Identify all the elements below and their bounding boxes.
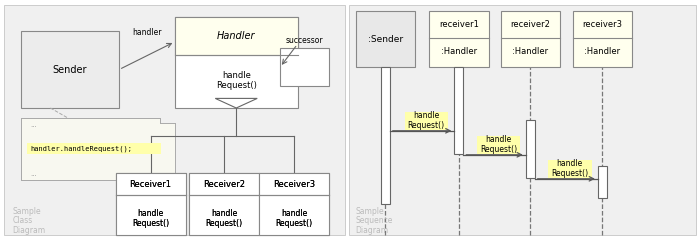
Text: :Handler: :Handler (584, 48, 620, 56)
Text: handle
Request(): handle Request() (132, 209, 169, 228)
FancyBboxPatch shape (349, 5, 696, 235)
Text: Receiver1: Receiver1 (130, 180, 172, 189)
Text: Sequence: Sequence (356, 216, 393, 225)
FancyBboxPatch shape (21, 118, 160, 180)
FancyBboxPatch shape (160, 123, 175, 180)
Text: handle
Request(): handle Request() (205, 209, 243, 228)
Text: ...: ... (30, 122, 37, 128)
Text: handle
Request(): handle Request() (551, 159, 589, 178)
Text: Receiver2: Receiver2 (203, 180, 245, 189)
FancyBboxPatch shape (405, 112, 448, 130)
Polygon shape (216, 98, 258, 108)
Text: Diagram: Diagram (13, 226, 46, 235)
Text: handle
Request(): handle Request() (216, 71, 257, 90)
FancyBboxPatch shape (189, 173, 259, 235)
FancyBboxPatch shape (548, 160, 592, 178)
Text: Receiver1: Receiver1 (130, 180, 172, 189)
Text: Diagram: Diagram (356, 226, 389, 235)
FancyBboxPatch shape (526, 120, 535, 178)
Text: ...: ... (30, 171, 37, 177)
FancyBboxPatch shape (500, 11, 560, 67)
FancyBboxPatch shape (259, 173, 329, 235)
FancyBboxPatch shape (280, 48, 329, 86)
Text: Receiver2: Receiver2 (203, 180, 245, 189)
Text: handler.handleRequest();: handler.handleRequest(); (30, 145, 132, 152)
Text: Sample: Sample (356, 207, 384, 216)
Text: Receiver3: Receiver3 (273, 180, 315, 189)
FancyBboxPatch shape (21, 31, 119, 108)
FancyBboxPatch shape (27, 144, 161, 154)
FancyBboxPatch shape (477, 136, 520, 154)
Text: handle
Request(): handle Request() (275, 209, 313, 228)
Text: handle
Request(): handle Request() (480, 135, 517, 154)
Text: Class: Class (13, 216, 33, 225)
Text: Handler: Handler (217, 31, 256, 41)
FancyBboxPatch shape (259, 173, 329, 235)
FancyBboxPatch shape (356, 11, 415, 67)
FancyBboxPatch shape (175, 17, 298, 55)
FancyBboxPatch shape (116, 173, 186, 235)
Text: :Handler: :Handler (441, 48, 477, 56)
Text: receiver2: receiver2 (510, 20, 550, 29)
Text: handler: handler (132, 28, 162, 36)
Text: Receiver3: Receiver3 (273, 180, 315, 189)
Text: :Handler: :Handler (512, 48, 548, 56)
FancyBboxPatch shape (598, 166, 607, 198)
Text: :Sender: :Sender (368, 35, 403, 43)
FancyBboxPatch shape (116, 173, 186, 235)
Text: receiver3: receiver3 (582, 20, 622, 29)
FancyBboxPatch shape (573, 11, 632, 67)
Text: successor: successor (286, 36, 323, 45)
FancyBboxPatch shape (454, 67, 463, 154)
FancyBboxPatch shape (4, 5, 345, 235)
FancyBboxPatch shape (189, 173, 259, 235)
Text: receiver1: receiver1 (439, 20, 479, 29)
Text: handle
Request(): handle Request() (132, 209, 169, 228)
Text: handle
Request(): handle Request() (205, 209, 243, 228)
Text: Sample: Sample (13, 207, 41, 216)
FancyBboxPatch shape (175, 17, 298, 108)
Text: Sender: Sender (52, 65, 88, 75)
FancyBboxPatch shape (381, 67, 390, 204)
Text: handle
Request(): handle Request() (407, 111, 445, 130)
Text: handle
Request(): handle Request() (275, 209, 313, 228)
FancyBboxPatch shape (429, 11, 489, 67)
